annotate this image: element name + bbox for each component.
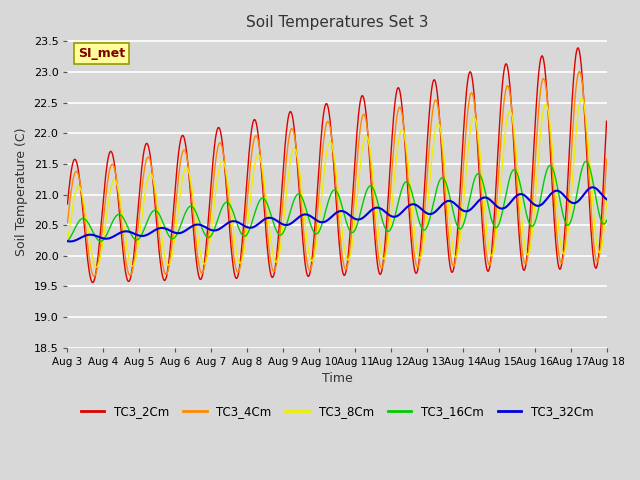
TC3_8Cm	[419, 246, 427, 252]
TC3_4Cm	[576, 69, 584, 74]
TC3_2Cm	[184, 164, 192, 169]
TC3_4Cm	[603, 156, 611, 162]
TC3_16Cm	[603, 217, 611, 223]
TC3_32Cm	[74, 236, 82, 242]
TC3_16Cm	[184, 205, 192, 211]
Line: TC3_8Cm: TC3_8Cm	[67, 98, 607, 267]
TC3_2Cm	[130, 256, 138, 262]
TC3_2Cm	[213, 129, 221, 134]
TC3_8Cm	[603, 197, 611, 203]
TC3_16Cm	[419, 227, 427, 232]
TC3_4Cm	[419, 232, 427, 238]
TC3_16Cm	[130, 235, 138, 241]
Line: TC3_4Cm: TC3_4Cm	[67, 72, 607, 276]
Legend: TC3_2Cm, TC3_4Cm, TC3_8Cm, TC3_16Cm, TC3_32Cm: TC3_2Cm, TC3_4Cm, TC3_8Cm, TC3_16Cm, TC3…	[76, 400, 598, 423]
TC3_16Cm	[74, 221, 81, 227]
TC3_32Cm	[419, 207, 427, 213]
TC3_16Cm	[97, 238, 104, 244]
TC3_2Cm	[403, 176, 411, 181]
TC3_8Cm	[213, 181, 221, 187]
TC3_32Cm	[63, 239, 71, 244]
TC3_32Cm	[588, 184, 596, 190]
TC3_8Cm	[578, 95, 586, 101]
TC3_32Cm	[184, 226, 192, 232]
TC3_32Cm	[130, 230, 138, 236]
TC3_32Cm	[66, 239, 74, 244]
TC3_4Cm	[91, 274, 99, 279]
TC3_16Cm	[582, 158, 590, 164]
TC3_4Cm	[213, 151, 221, 156]
TC3_2Cm	[63, 201, 71, 207]
TC3_4Cm	[63, 220, 71, 226]
TC3_8Cm	[63, 239, 71, 245]
TC3_32Cm	[403, 204, 411, 210]
TC3_8Cm	[403, 151, 411, 156]
TC3_8Cm	[93, 264, 100, 270]
TC3_32Cm	[213, 227, 221, 233]
TC3_2Cm	[603, 119, 611, 124]
TC3_8Cm	[184, 167, 192, 173]
TC3_2Cm	[419, 212, 427, 218]
TC3_4Cm	[403, 163, 411, 168]
TC3_8Cm	[74, 185, 81, 191]
X-axis label: Time: Time	[322, 372, 353, 385]
TC3_16Cm	[213, 220, 221, 226]
Line: TC3_32Cm: TC3_32Cm	[67, 187, 607, 241]
TC3_16Cm	[63, 238, 71, 244]
Y-axis label: Soil Temperature (C): Soil Temperature (C)	[15, 127, 28, 256]
TC3_4Cm	[130, 263, 138, 268]
Line: TC3_16Cm: TC3_16Cm	[67, 161, 607, 241]
Line: TC3_2Cm: TC3_2Cm	[67, 48, 607, 283]
Text: SI_met: SI_met	[78, 47, 125, 60]
TC3_4Cm	[184, 162, 192, 168]
TC3_16Cm	[403, 179, 411, 185]
Title: Soil Temperatures Set 3: Soil Temperatures Set 3	[246, 15, 428, 30]
TC3_2Cm	[89, 280, 97, 286]
TC3_2Cm	[74, 162, 81, 168]
TC3_32Cm	[603, 196, 611, 202]
TC3_2Cm	[574, 45, 582, 51]
TC3_4Cm	[74, 169, 81, 175]
TC3_8Cm	[130, 263, 138, 268]
